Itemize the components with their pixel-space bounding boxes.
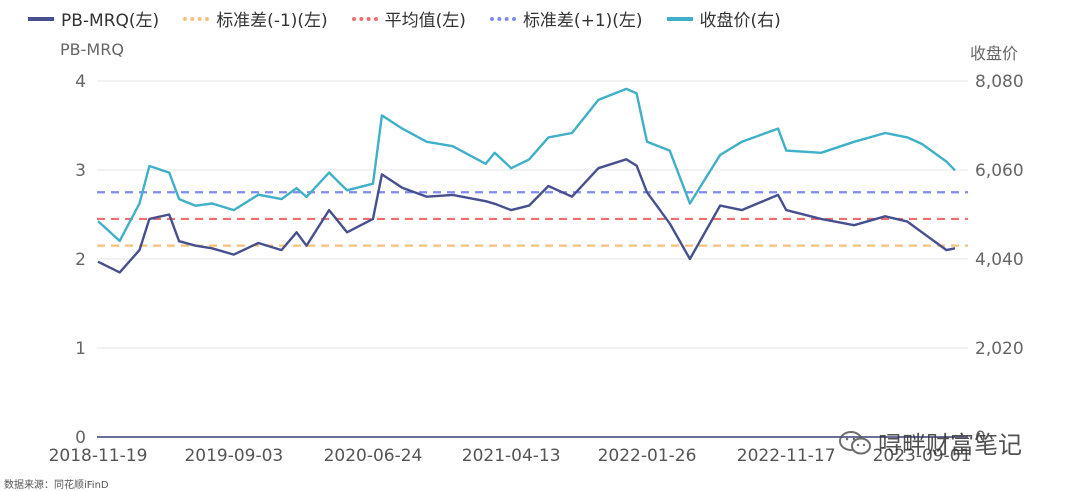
legend-label-pb: PB-MRQ(左) (61, 11, 160, 31)
y-right-tick-label: 0 (975, 428, 986, 448)
legend-item-std-minus[interactable]: 标准差(-1)(左) (183, 6, 328, 31)
x-tick-label: 2020-06-24 (324, 446, 423, 466)
y-right-tick-label: 2,020 (975, 339, 1024, 359)
legend-swatch-close (666, 16, 693, 21)
y-right-tick-label: 6,060 (975, 161, 1024, 181)
legend-label-mean: 平均值(左) (384, 11, 466, 31)
legend-swatch-mean (351, 16, 378, 21)
watermark-text: 㖊畔财富笔记 (878, 431, 1022, 459)
y-left-tick-label: 4 (75, 72, 86, 92)
right-axis-title: 收盘价 (970, 44, 1019, 63)
y-right-tick-label: 8,080 (975, 72, 1024, 92)
legend-swatch-std-plus (489, 16, 516, 21)
y-left-tick-label: 2 (75, 250, 86, 270)
x-tick-label: 2021-04-13 (462, 446, 561, 466)
x-tick-label: 2019-09-03 (184, 446, 283, 466)
left-axis-title: PB-MRQ (60, 40, 124, 59)
y-left-tick-label: 1 (75, 339, 86, 359)
legend-swatch-pb (28, 16, 54, 21)
close-price-line (97, 87, 956, 243)
legend-swatch-std-minus (183, 16, 210, 21)
wechat-icon (839, 430, 871, 454)
legend-label-std-minus: 标准差(-1)(左) (216, 11, 328, 31)
legend: PB-MRQ(左) 标准差(-1)(左) 平均值(左) 标准差(+1)(左) 收… (28, 6, 781, 31)
pb-mrq-line (97, 158, 956, 274)
legend-label-std-plus: 标准差(+1)(左) (522, 11, 643, 31)
watermark: 㖊畔财富笔记 (838, 425, 1022, 460)
y-right-tick-label: 4,040 (975, 250, 1024, 270)
legend-item-std-plus[interactable]: 标准差(+1)(左) (489, 6, 643, 31)
x-tick-label: 2022-11-17 (737, 446, 836, 466)
data-source: 数据来源：同花顺iFinD (4, 480, 109, 491)
x-tick-label: 2022-01-26 (598, 446, 697, 466)
x-tick-label: 2018-11-19 (49, 446, 148, 466)
y-left-tick-label: 3 (75, 161, 86, 181)
legend-label-close: 收盘价(右) (699, 11, 781, 31)
legend-item-pb[interactable]: PB-MRQ(左) (28, 6, 159, 31)
x-tick-label: 2023-09-01 (873, 446, 972, 466)
legend-item-close[interactable]: 收盘价(右) (666, 6, 781, 31)
legend-item-mean[interactable]: 平均值(左) (351, 6, 466, 31)
y-left-tick-label: 0 (75, 428, 86, 448)
